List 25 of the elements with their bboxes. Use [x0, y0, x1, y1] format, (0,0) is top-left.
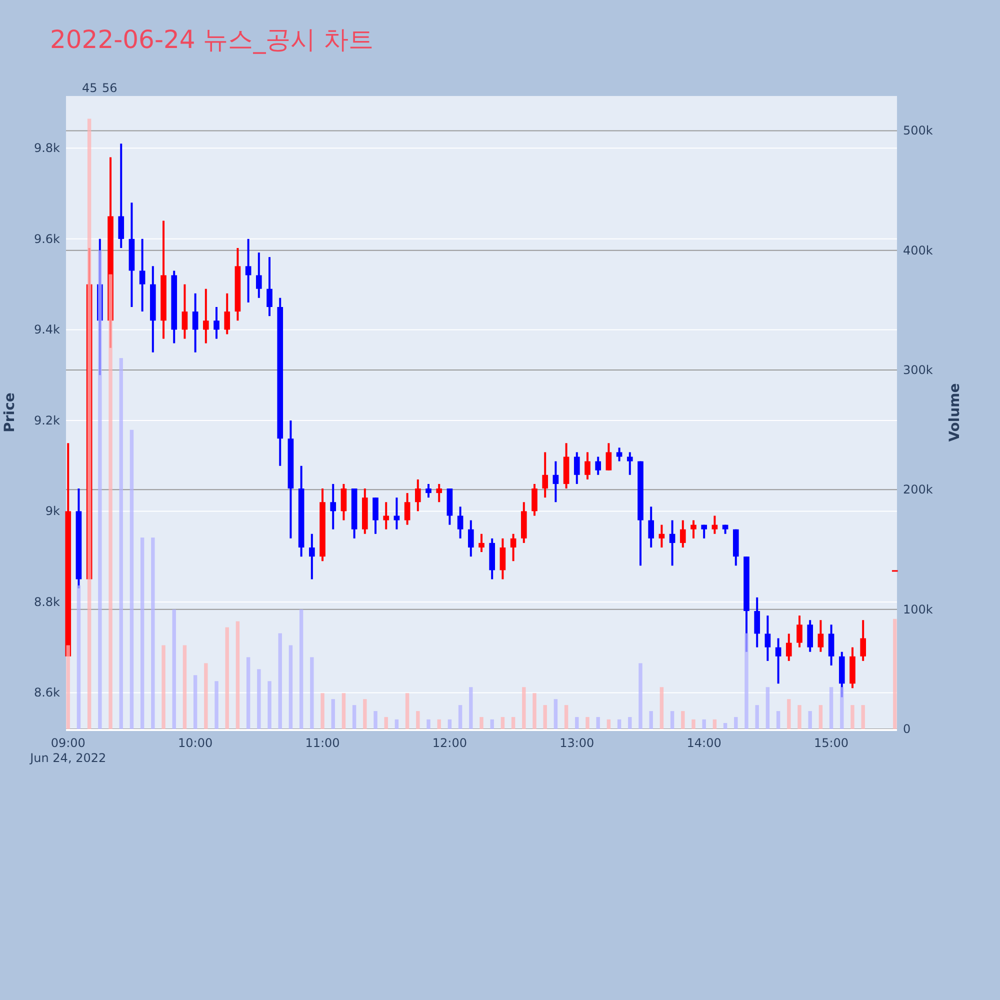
text: 56 — [102, 81, 118, 95]
y2-tick-label: 100k — [903, 602, 933, 616]
y-tick-label: 9.4k — [34, 322, 60, 337]
y2-tick-label: 300k — [903, 363, 933, 378]
y-axis-title: Price — [2, 392, 18, 432]
y2-axis-title: Volume — [947, 383, 963, 442]
x-tick-label: 09:00 Jun 24, 2022 — [29, 736, 106, 765]
x-tick-label: 13:00 — [560, 736, 594, 750]
y-tick-label: 8.8k — [34, 594, 60, 609]
y-tick-label: 8.6k — [34, 686, 60, 700]
y2-tick-label: 0 — [903, 722, 911, 736]
x-tick-label: 14:00 — [686, 736, 722, 750]
y-tick-label: 9.2k — [34, 413, 60, 428]
x-tick-label: 11:00 — [305, 736, 340, 750]
y2-tick-label: 200k — [903, 482, 933, 497]
x-tick-label: 15:00 — [814, 736, 849, 750]
y-tick-label: 9.6k — [34, 232, 60, 246]
chart-title: 2022-06-24 뉴스_공시 차트 — [50, 25, 374, 54]
y2-tick-label: 500k — [903, 124, 933, 138]
text: 45 — [82, 81, 98, 95]
x-tick-label: 12:00 — [432, 736, 467, 750]
x-tick-label: 10:00 — [178, 736, 213, 750]
y-tick-label: 9.8k — [34, 141, 60, 156]
y2-tick-label: 400k — [903, 243, 933, 258]
y-tick-label: 9k — [45, 504, 60, 518]
